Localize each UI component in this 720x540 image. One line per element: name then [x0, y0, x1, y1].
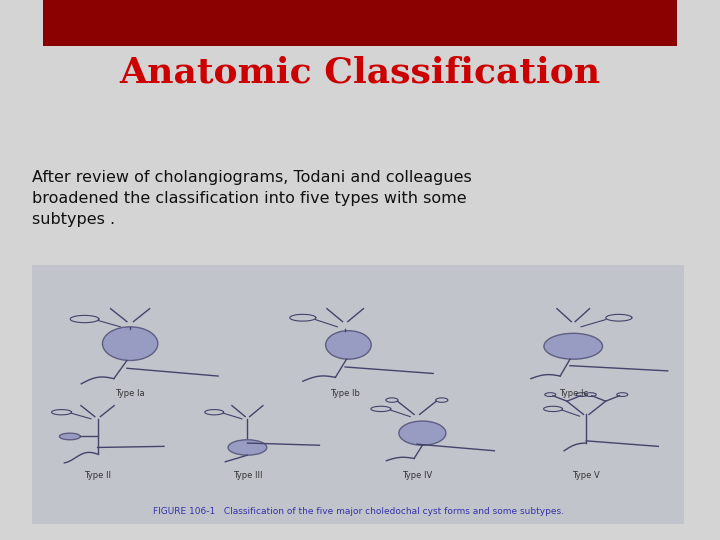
- Ellipse shape: [325, 330, 372, 359]
- Text: Type Ib: Type Ib: [330, 389, 360, 398]
- Text: FIGURE 106-1   Classification of the five major choledochal cyst forms and some : FIGURE 106-1 Classification of the five …: [153, 507, 564, 516]
- Text: Type Ic: Type Ic: [559, 389, 588, 398]
- Bar: [32, 265, 684, 524]
- Text: Anatomic Classification: Anatomic Classification: [120, 56, 600, 90]
- Ellipse shape: [59, 433, 81, 440]
- Text: After review of cholangiograms, Todani and colleagues
broadened the classificati: After review of cholangiograms, Todani a…: [32, 170, 472, 227]
- Ellipse shape: [102, 327, 158, 361]
- Ellipse shape: [544, 333, 603, 359]
- Ellipse shape: [228, 440, 267, 455]
- Text: Type V: Type V: [572, 471, 600, 480]
- Text: Type IV: Type IV: [402, 471, 432, 480]
- Text: Type II: Type II: [84, 471, 111, 480]
- Ellipse shape: [399, 421, 446, 445]
- Bar: [43, 0, 677, 46]
- Text: Type III: Type III: [233, 471, 262, 480]
- Text: Type Ia: Type Ia: [115, 389, 145, 398]
